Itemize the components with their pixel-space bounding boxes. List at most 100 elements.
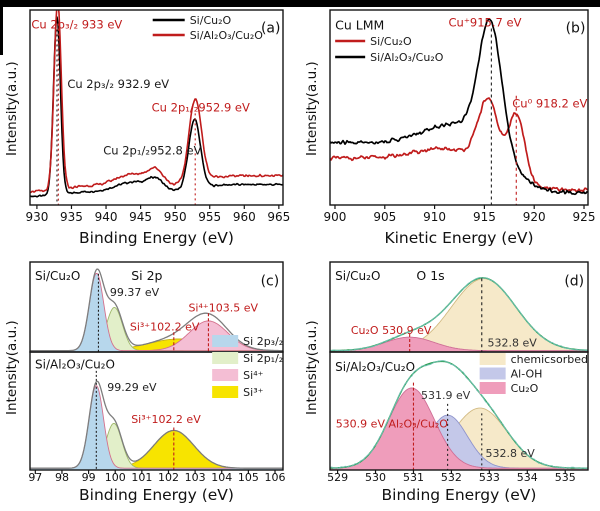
left-border-mark xyxy=(0,7,3,55)
series-line-0 xyxy=(330,97,588,193)
x-tick-label: 101 xyxy=(131,471,152,484)
x-tick-label: 100 xyxy=(105,471,126,484)
annotation: Si⁴⁺103.5 eV xyxy=(188,302,258,315)
x-tick-label: 535 xyxy=(555,471,576,484)
legend-color-swatch xyxy=(479,353,506,365)
legend-label: Si/Cu₂O xyxy=(370,35,412,48)
annotation: Si³⁺102.2 eV xyxy=(131,413,201,426)
x-tick-label: 905 xyxy=(373,210,396,224)
annotation: Si/Cu₂O xyxy=(335,269,380,283)
annotation: Cu₂O 530.9 eV xyxy=(351,324,432,337)
cu-lmm-spectrum-plot: Cu LMM Cu⁺915.7 eV Cu⁰ 918.2 eV (b) 900 905 91… xyxy=(324,9,596,224)
axes-box xyxy=(29,9,284,206)
legend-label: Si 2p₃/₂ xyxy=(243,335,283,348)
annotation: (c) xyxy=(261,273,280,289)
x-tick-label: 955 xyxy=(198,210,221,224)
x-tick-label: 97 xyxy=(28,471,42,484)
x-axis-label-a: Binding Energy (eV) xyxy=(79,229,234,247)
annotation: 532.8 eV xyxy=(486,447,536,460)
x-tick-label: 103 xyxy=(185,471,206,484)
envelope-line-1 xyxy=(330,276,588,352)
x-tick-label: 930 xyxy=(25,210,48,224)
x-tick-label: 950 xyxy=(164,210,187,224)
x-tick-label: 920 xyxy=(523,210,546,224)
panel-d: Intensity(a.u.) Si/Cu₂O O 1s (d) Cu₂O 530.9… xyxy=(300,255,600,511)
annotation: Cu⁺915.7 eV xyxy=(449,16,522,30)
x-tick-label: 532 xyxy=(441,471,462,484)
legend-color-swatch xyxy=(479,382,506,394)
x-tick-label: 99 xyxy=(82,471,96,484)
x-axis-label-b: Kinetic Energy (eV) xyxy=(384,229,534,247)
plot-area-d1 xyxy=(330,360,588,470)
axes-box xyxy=(29,351,284,471)
legend-color-swatch xyxy=(212,369,239,381)
y-axis-label-c: Intensity(a.u.) xyxy=(4,320,20,415)
panel-c: Intensity(a.u.) Si/Cu₂O Si 2p (c) 99.37 eV S… xyxy=(0,255,300,511)
legend-color-swatch xyxy=(212,335,239,347)
plot-area-a0 xyxy=(30,10,283,198)
plot-area-d0 xyxy=(330,276,588,352)
series-line-1 xyxy=(30,10,283,194)
x-tick-label: 940 xyxy=(95,210,118,224)
annotation: 99.37 eV xyxy=(110,286,160,299)
annotation: Cu 2p₃/₂ 933 eV xyxy=(31,18,122,32)
y-axis-label-a: Intensity(a.u.) xyxy=(4,61,20,156)
envelope-line-0 xyxy=(30,268,283,352)
x-tick-label: 104 xyxy=(211,471,232,484)
x-tick-label: 935 xyxy=(60,210,83,224)
cu2p-spectrum-plot: Cu 2p₃/₂ 933 eV Cu 2p₃/₂ 932.9 eV Cu 2p₁/₂… xyxy=(25,9,290,224)
annotation: Cu 2p₃/₂ 932.9 eV xyxy=(67,77,169,91)
envelope-line-0 xyxy=(30,380,283,469)
annotation: (b) xyxy=(566,20,586,36)
axes-box xyxy=(329,351,589,471)
annotation: Si³⁺102.2 eV xyxy=(130,320,200,333)
annotation: Cu⁰ 918.2 eV xyxy=(512,97,587,111)
x-tick-label: 534 xyxy=(517,471,538,484)
annotation: O 1s xyxy=(416,268,444,283)
x-tick-label: 529 xyxy=(327,471,348,484)
annotation: Cu 2p₁/₂952.9 eV xyxy=(152,100,250,114)
top-border-bar xyxy=(0,0,600,7)
legend-label: Si/Al₂O₃/Cu₂O xyxy=(370,51,444,64)
legend-color-swatch xyxy=(212,352,239,364)
o1s-spectrum-plot: Si/Cu₂O O 1s (d) Cu₂O 530.9 eV 532.8 eV Si/Al… xyxy=(327,261,589,484)
legend-label: Si⁴⁺ xyxy=(243,369,263,382)
legend-label: Si 2p₁/₂ xyxy=(243,352,283,365)
legend-label: Si/Al₂O₃/Cu₂O xyxy=(190,29,264,42)
y-axis-label-d: Intensity(a.u.) xyxy=(304,320,320,415)
envelope-line-1 xyxy=(330,360,588,470)
panel-a: Intensity(a.u.) Cu 2p₃/₂ 933 eV Cu 2p₃/₂ … xyxy=(0,7,300,255)
legend-label: Si/Cu₂O xyxy=(190,14,232,27)
annotation: (d) xyxy=(564,273,584,289)
x-tick-label: 960 xyxy=(233,210,256,224)
legend-label: chemicsorbed xyxy=(511,353,588,366)
x-tick-label: 965 xyxy=(267,210,290,224)
panel-b: Intensity(a.u.) Cu LMM Cu⁺915.7 eV Cu⁰ 918… xyxy=(300,7,600,255)
x-tick-label: 910 xyxy=(423,210,446,224)
component-0 xyxy=(30,430,283,470)
legend-color-swatch xyxy=(212,386,239,398)
series-line-0 xyxy=(30,16,283,198)
annotation: (a) xyxy=(261,20,281,36)
x-axis-label-d: Binding Energy (eV) xyxy=(381,486,537,504)
annotation: 531.9 eV xyxy=(421,389,471,402)
annotation: 99.29 eV xyxy=(107,381,157,394)
x-tick-label: 531 xyxy=(403,471,424,484)
plot-area-b0 xyxy=(330,18,588,196)
x-tick-label: 530 xyxy=(365,471,386,484)
legend-color-swatch xyxy=(479,367,506,380)
legend-label: Al-OH xyxy=(511,368,543,381)
x-tick-label: 945 xyxy=(129,210,152,224)
x-tick-label: 533 xyxy=(479,471,500,484)
x-tick-label: 925 xyxy=(573,210,596,224)
x-tick-label: 106 xyxy=(265,471,286,484)
annotation: Si/Al₂O₃/Cu₂O xyxy=(335,360,415,374)
legend-label: Cu₂O xyxy=(511,382,539,395)
x-tick-label: 915 xyxy=(473,210,496,224)
annotation: Si/Al₂O₃/Cu₂O xyxy=(35,358,115,372)
x-tick-label: 102 xyxy=(158,471,179,484)
x-tick-label: 105 xyxy=(238,471,259,484)
x-axis-label-c: Binding Energy (eV) xyxy=(79,486,234,504)
